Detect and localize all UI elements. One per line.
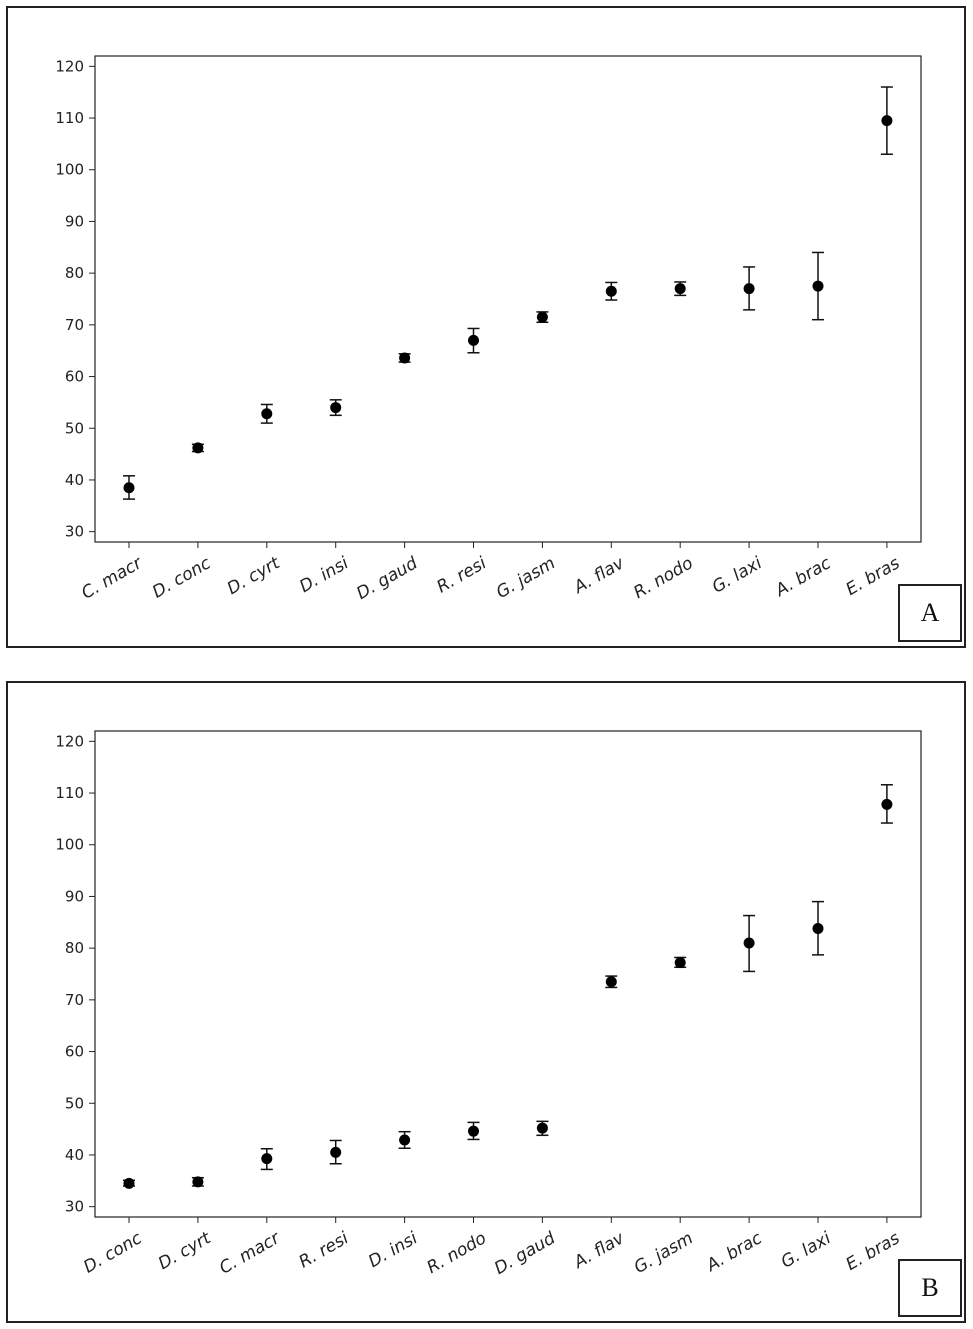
y-tick-label: 40 — [65, 1146, 84, 1164]
y-tick-label: 70 — [65, 991, 84, 1009]
x-tick-label: C. macr — [216, 1228, 284, 1279]
x-tick-label: G. laxi — [778, 1228, 835, 1272]
data-point — [674, 283, 686, 295]
x-tick-label: G. jasm — [493, 553, 559, 603]
data-point — [812, 280, 824, 292]
data-point — [399, 1134, 411, 1146]
data-point — [536, 1122, 548, 1134]
data-point — [123, 482, 135, 494]
x-tick-label: G. laxi — [709, 553, 766, 597]
y-tick-label: 100 — [55, 836, 84, 854]
y-tick-label: 40 — [65, 471, 84, 489]
y-tick-label: 80 — [65, 264, 84, 282]
data-point — [881, 115, 893, 127]
data-point — [330, 1146, 342, 1158]
data-point — [605, 285, 617, 297]
data-point — [123, 1177, 135, 1189]
data-point — [261, 1153, 273, 1165]
y-tick-label: 60 — [65, 368, 84, 386]
x-tick-label: D. cyrt — [155, 1228, 215, 1274]
x-tick-label: R. resi — [296, 1228, 353, 1272]
x-tick-label: A. brac — [771, 553, 835, 601]
x-tick-label: E. bras — [843, 553, 904, 600]
data-point — [881, 798, 893, 810]
plot-frame — [94, 55, 922, 543]
panel-a: 30 40 50 60 70 80 90 100 110 120 C. macr D. conc D. … — [6, 6, 966, 648]
y-tick-label: 30 — [65, 1198, 84, 1216]
data-point — [743, 937, 755, 949]
data-point — [468, 1125, 479, 1137]
data-point — [605, 976, 617, 988]
y-tick-label: 80 — [65, 939, 84, 957]
y-tick-label: 60 — [65, 1043, 84, 1061]
x-tick-label: R. nodo — [424, 1228, 490, 1278]
x-tick-label: R. resi — [433, 553, 490, 597]
panel-b-label: B — [898, 1259, 962, 1317]
y-tick-label: 90 — [65, 887, 84, 905]
data-point — [468, 334, 479, 346]
x-tick-label: D. gaud — [353, 553, 421, 604]
data-point — [399, 352, 411, 364]
x-tick-label: A. flav — [570, 1228, 629, 1273]
panel-a-label: A — [898, 584, 962, 642]
y-tick-label: 110 — [55, 784, 84, 802]
data-point — [192, 1176, 204, 1188]
x-tick-label: D. conc — [80, 1228, 146, 1278]
x-tick-label: D. gaud — [491, 1228, 559, 1279]
x-tick-label: E. bras — [843, 1228, 904, 1275]
data-point — [192, 442, 204, 454]
x-tick-label: A. brac — [702, 1228, 766, 1276]
x-tick-label: C. macr — [78, 553, 146, 604]
data-point — [330, 402, 342, 414]
data-point — [261, 408, 273, 420]
y-tick-label: 110 — [55, 109, 84, 127]
x-tick-label: A. flav — [570, 553, 629, 598]
y-tick-label: 90 — [65, 212, 84, 230]
panel-b: 30 40 50 60 70 80 90 100 110 120 D. conc D. cyrt C. … — [6, 681, 966, 1323]
x-tick-label: R. nodo — [630, 553, 696, 603]
plot-frame — [94, 730, 922, 1218]
y-tick-label: 50 — [65, 1094, 84, 1112]
x-tick-label: G. jasm — [631, 1228, 697, 1278]
y-tick-label: 70 — [65, 316, 84, 334]
data-point — [536, 311, 548, 323]
y-tick-label: 30 — [65, 523, 84, 541]
x-tick-label: D. cyrt — [224, 553, 284, 599]
x-tick-label: D. conc — [149, 553, 215, 603]
chart-b-svg: 30 40 50 60 70 80 90 100 110 120 D. conc D. cyrt C. … — [55, 730, 922, 1279]
y-tick-label: 100 — [55, 161, 84, 179]
x-tick-label: D. insi — [365, 1228, 421, 1272]
data-point — [743, 283, 755, 295]
y-tick-label: 120 — [55, 732, 84, 750]
data-point — [812, 923, 824, 935]
x-tick-label: D. insi — [296, 553, 352, 597]
y-tick-label: 120 — [55, 57, 84, 75]
data-point — [674, 957, 686, 969]
y-tick-label: 50 — [65, 419, 84, 437]
